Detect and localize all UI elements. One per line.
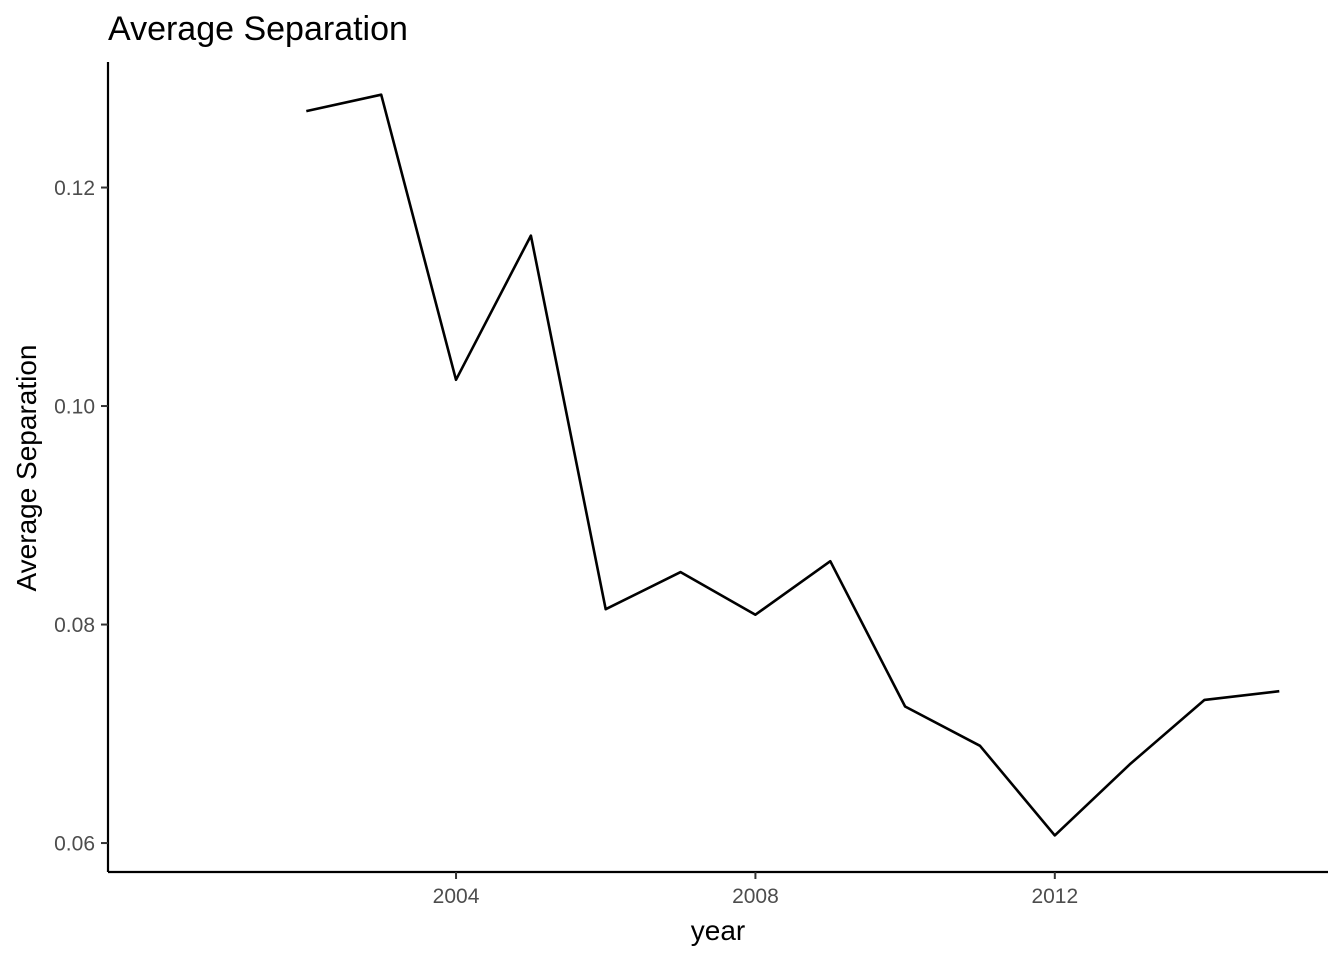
x-tick-label: 2008 (732, 885, 779, 908)
y-tick-label: 0.12 (54, 177, 95, 200)
plot-area (306, 93, 1280, 837)
y-tick-label: 0.10 (54, 396, 95, 419)
y-axis-title: Average Separation (11, 345, 42, 592)
series-line (306, 93, 1280, 837)
chart-title: Average Separation (108, 10, 408, 48)
axes-group: 2004 2008 2012 0.06 0.08 0.10 0.12 (54, 62, 1328, 908)
y-tick-label: 0.06 (54, 833, 95, 856)
y-tick-label: 0.08 (54, 614, 95, 637)
x-axis-title: year (691, 915, 745, 946)
x-tick-label: 2004 (433, 885, 480, 908)
x-tick-label: 2012 (1031, 885, 1078, 908)
